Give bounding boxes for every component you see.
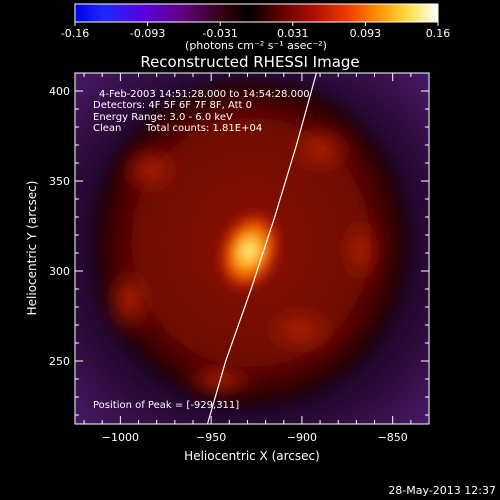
annotation-energy: Energy Range: 3.0 - 6.0 keV	[93, 112, 233, 123]
colorbar-tick-label: 0.031	[277, 27, 309, 40]
heatmap-image: 4-Feb-2003 14:51:28.000 to 14:54:28.000 …	[75, 73, 429, 424]
plot-frame	[74, 72, 430, 425]
x-tick-label: −950	[196, 431, 226, 444]
colorbar-ticks: -0.16 -0.093 -0.031 0.031 0.093 0.16	[61, 22, 450, 40]
annotation-time-range: 4-Feb-2003 14:51:28.000 to 14:54:28.000	[99, 89, 310, 100]
y-tick-label: 400	[49, 85, 70, 98]
emission-blobs	[100, 120, 385, 400]
annotation-detectors: Detectors: 4F 5F 6F 7F 8F, Att 0	[93, 100, 252, 111]
y-axis: 250 300 350 400	[49, 72, 429, 416]
y-tick-label: 350	[49, 175, 70, 188]
colorbar-tick-label: -0.031	[202, 27, 237, 40]
colorbar-tick-label: 0.093	[350, 27, 382, 40]
peak-emission	[217, 210, 281, 292]
colorbar: -0.16 -0.093 -0.031 0.031 0.093 0.16 (photons…	[61, 3, 450, 52]
annotation-method: Clean	[93, 123, 121, 134]
colorbar-tick-label: -0.16	[61, 27, 89, 40]
annotation-counts: Total counts: 1.81E+04	[145, 123, 262, 134]
x-axis-label: Heliocentric X (arcsec)	[184, 449, 320, 463]
footer-date: 28-May-2013 12:37	[388, 484, 496, 497]
x-tick-label: −850	[378, 431, 408, 444]
x-axis: −1000 −950 −900 −850	[83, 73, 430, 444]
annotation-peak-position: Position of Peak = [-929,311]	[93, 400, 239, 411]
colorbar-unit-label: (photons cm⁻² s⁻¹ asec⁻²)	[185, 39, 327, 52]
x-tick-label: −900	[287, 431, 317, 444]
y-tick-label: 300	[49, 265, 70, 278]
colorbar-gradient	[74, 3, 439, 23]
colorbar-tick-label: 0.16	[426, 27, 451, 40]
solar-limb-curve	[206, 73, 317, 424]
x-tick-label: −1000	[102, 431, 139, 444]
colorbar-tick-label: -0.093	[130, 27, 165, 40]
chart-title: Reconstructed RHESSI Image	[140, 53, 359, 71]
y-tick-label: 250	[49, 355, 70, 368]
y-axis-label: Heliocentric Y (arcsec)	[25, 181, 39, 316]
